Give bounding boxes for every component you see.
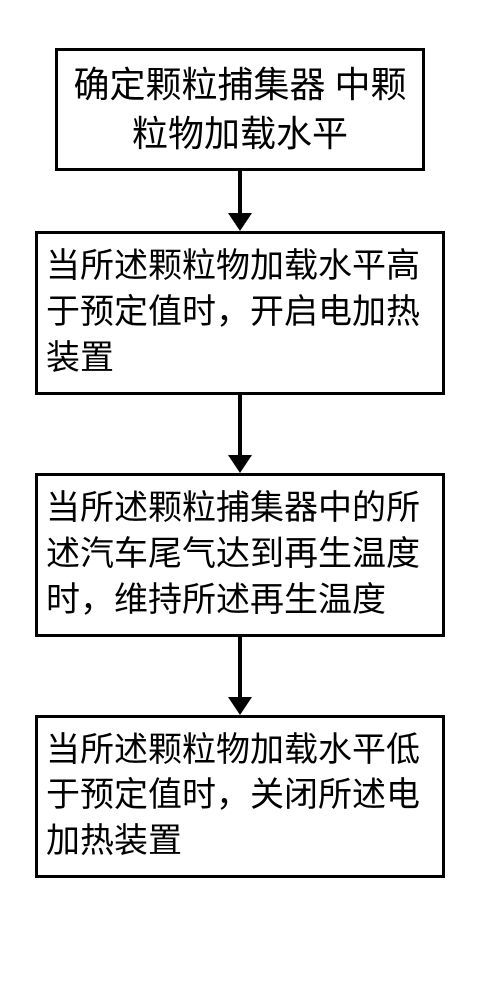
flow-arrow-1 — [228, 171, 252, 231]
flowchart-container: 确定颗粒捕集器 中颗粒物加载水平 当所述颗粒物加载水平高于预定值时，开启电加热装… — [30, 48, 450, 878]
flow-node-maintain-temp: 当所述颗粒捕集器中的所述汽车尾气达到再生温度时，维持所述再生温度 — [35, 473, 445, 637]
flow-node-determine-level: 确定颗粒捕集器 中颗粒物加载水平 — [55, 48, 425, 171]
flow-node-turn-on-heater: 当所述颗粒物加载水平高于预定值时，开启电加热装置 — [35, 231, 445, 395]
flow-arrow-2 — [228, 395, 252, 473]
arrow-head-icon — [228, 455, 252, 473]
arrow-head-icon — [228, 213, 252, 231]
arrow-shaft — [238, 171, 242, 213]
flow-node-turn-off-heater: 当所述颗粒物加载水平低于预定值时，关闭所述电加热装置 — [35, 715, 445, 879]
arrow-head-icon — [228, 697, 252, 715]
flow-arrow-3 — [228, 637, 252, 715]
arrow-shaft — [238, 395, 242, 455]
arrow-shaft — [238, 637, 242, 697]
